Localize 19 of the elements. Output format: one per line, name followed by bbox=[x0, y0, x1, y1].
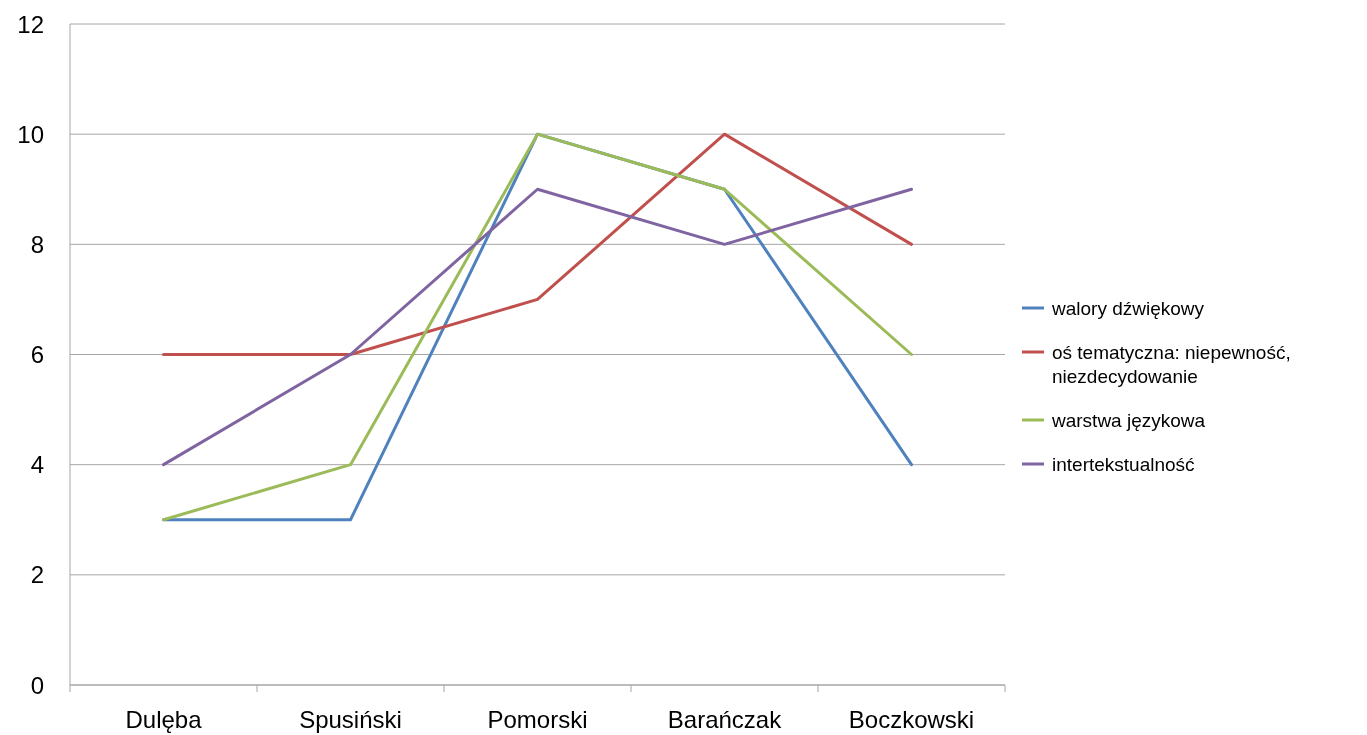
y-tick-label: 4 bbox=[30, 451, 44, 479]
line-series bbox=[162, 187, 913, 467]
x-tick-label: Spusiński bbox=[299, 706, 402, 733]
y-tick-label: 8 bbox=[30, 230, 44, 258]
y-tick-label: 2 bbox=[30, 561, 44, 589]
line-series bbox=[162, 132, 913, 356]
legend-label: warstwa językowa bbox=[1051, 409, 1206, 431]
x-tick-label: Barańczak bbox=[667, 706, 783, 733]
y-tick-label: 0 bbox=[30, 671, 44, 699]
y-tick-label: 12 bbox=[17, 10, 44, 38]
y-tick-label: 10 bbox=[17, 120, 44, 148]
x-tick-label: Dulęba bbox=[125, 706, 203, 733]
legend-label: walory dźwiękowy bbox=[1051, 297, 1205, 319]
y-tick-label: 6 bbox=[30, 341, 44, 368]
x-tick-label: Boczkowski bbox=[848, 706, 975, 733]
line-series bbox=[162, 132, 913, 522]
legend-label: oś tematyczna: niepewność, niezdecydowanie bbox=[1052, 341, 1291, 387]
x-tick-label: Pomorski bbox=[487, 706, 588, 733]
legend-label: intertekstualność bbox=[1052, 453, 1195, 475]
